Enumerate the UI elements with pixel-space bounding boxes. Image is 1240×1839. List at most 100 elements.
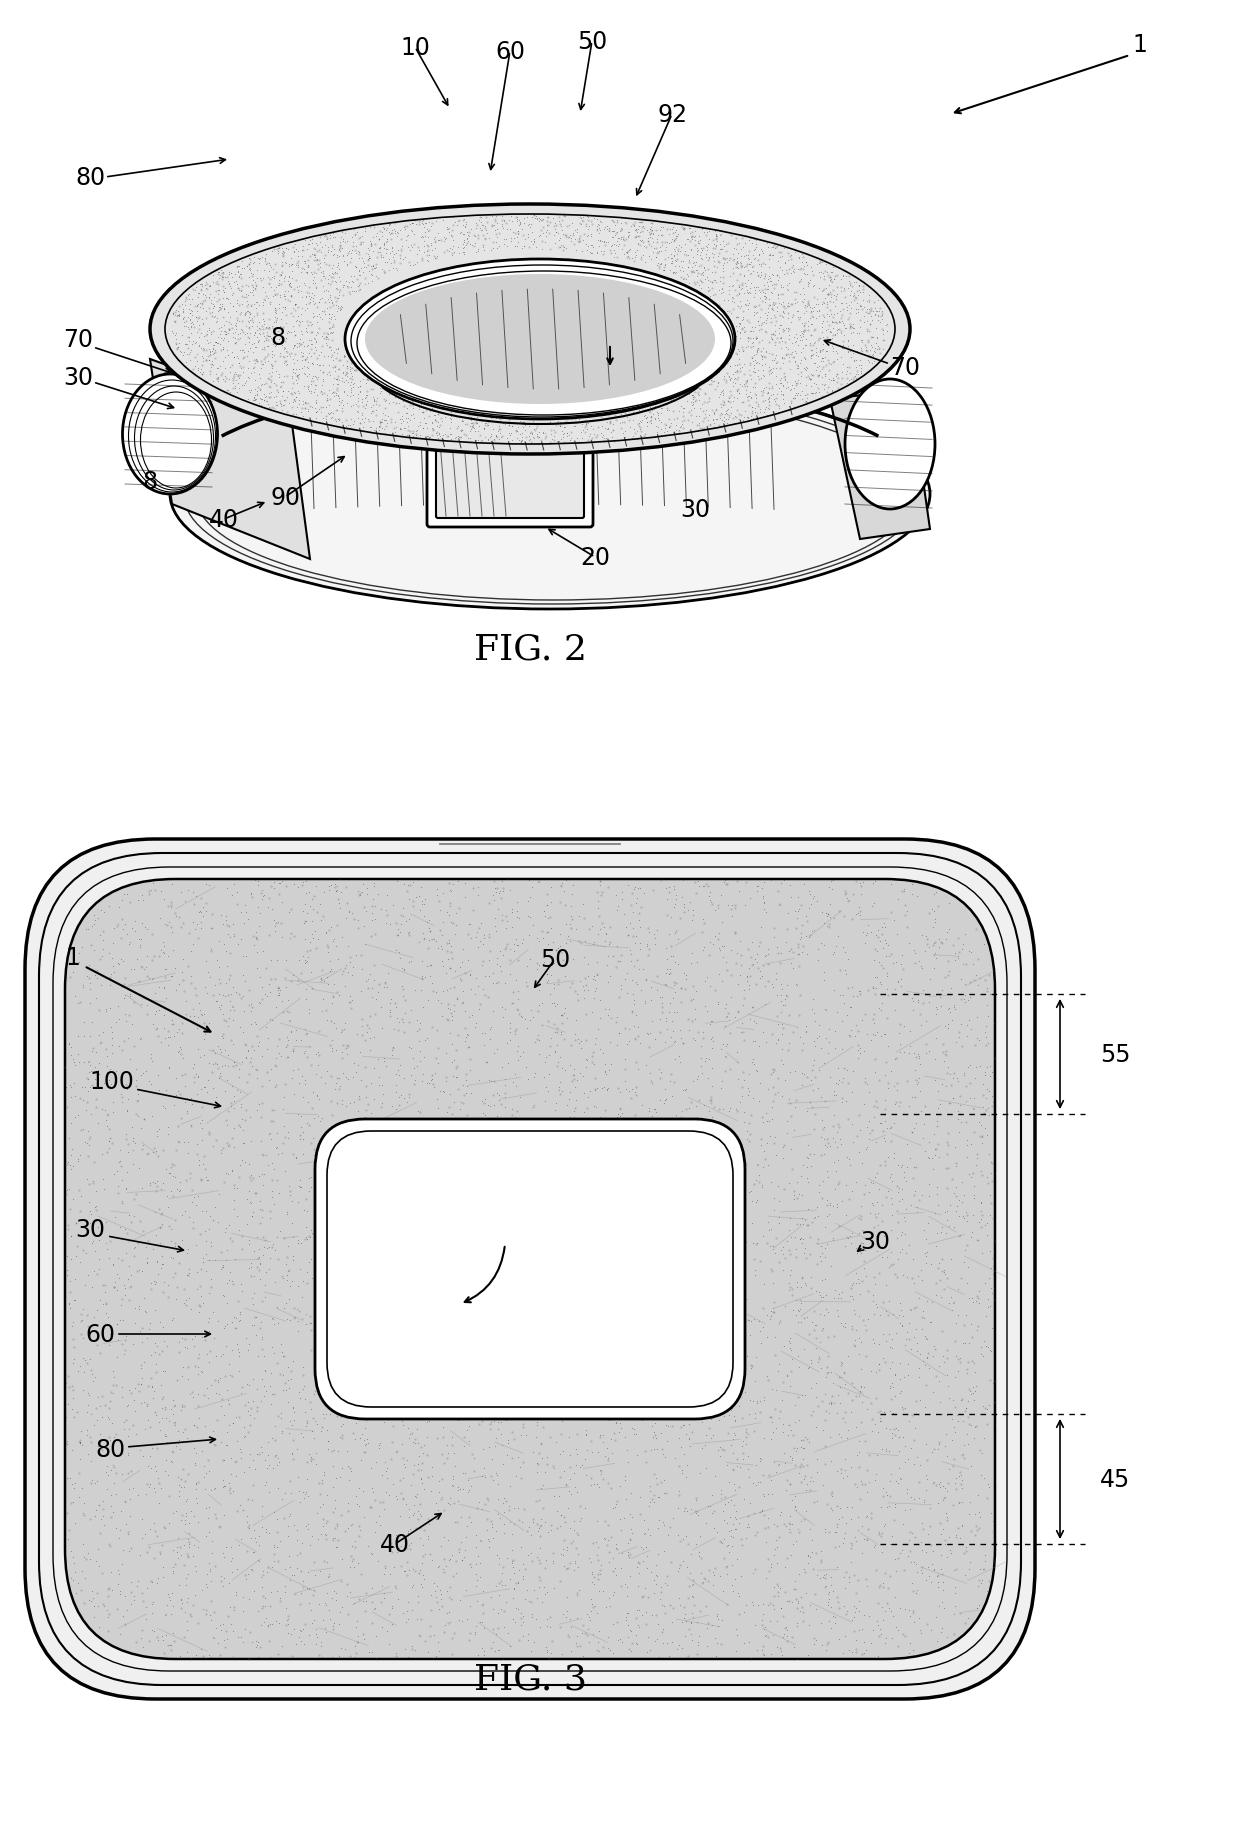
Point [232, 1105, 252, 1135]
Point [681, 395, 701, 425]
Point [580, 399, 600, 428]
Point [286, 291, 306, 320]
Point [98, 1138, 118, 1168]
Point [738, 1420, 758, 1449]
Point [288, 377, 308, 406]
Point [981, 1201, 1001, 1230]
Point [278, 1118, 298, 1148]
Point [248, 373, 268, 403]
Point [275, 1554, 295, 1583]
Point [807, 1024, 827, 1054]
Point [252, 1308, 272, 1337]
Point [776, 980, 796, 1010]
Point [396, 1556, 415, 1585]
Point [495, 995, 515, 1024]
Point [308, 1525, 327, 1554]
Point [241, 879, 260, 908]
Point [706, 1624, 725, 1653]
Point [206, 1365, 226, 1394]
Point [404, 1070, 424, 1100]
Point [816, 899, 836, 929]
Point [198, 1065, 218, 1094]
Point [703, 1571, 723, 1600]
Point [264, 394, 284, 423]
Point [970, 1206, 990, 1236]
Point [215, 294, 234, 324]
Point [265, 1135, 285, 1164]
Point [63, 1046, 83, 1076]
Point [739, 1127, 759, 1157]
Point [808, 1171, 828, 1201]
Point [236, 300, 255, 329]
Point [99, 1319, 119, 1348]
Point [195, 1326, 215, 1355]
Point [446, 986, 466, 1015]
Point [812, 344, 832, 373]
Point [402, 1596, 422, 1626]
Point [785, 1574, 805, 1604]
Point [719, 403, 739, 432]
Point [646, 243, 666, 272]
Point [283, 1392, 303, 1422]
Point [252, 1324, 272, 1354]
Point [523, 200, 543, 230]
Point [781, 375, 801, 405]
Point [789, 897, 808, 927]
Point [120, 1045, 140, 1074]
Point [161, 1177, 181, 1206]
Point [160, 1022, 180, 1052]
Point [868, 335, 888, 364]
Point [398, 1587, 418, 1616]
Point [857, 1021, 877, 1050]
Point [854, 309, 874, 338]
Point [653, 417, 673, 447]
Point [98, 1602, 118, 1631]
Point [176, 348, 196, 377]
Point [200, 357, 219, 386]
Point [418, 217, 438, 246]
Point [660, 1591, 680, 1620]
Point [311, 1124, 331, 1153]
Point [422, 1594, 441, 1624]
Point [341, 373, 361, 403]
Point [202, 1526, 222, 1556]
Point [651, 386, 671, 416]
Point [217, 364, 237, 394]
Point [124, 1127, 144, 1157]
Point [236, 1565, 255, 1594]
Point [361, 226, 381, 256]
Point [409, 1015, 429, 1045]
Point [213, 335, 233, 364]
Point [627, 390, 647, 419]
Point [56, 1429, 76, 1458]
Point [895, 901, 915, 931]
Point [952, 1466, 972, 1495]
Point [216, 1311, 236, 1341]
Point [126, 1179, 146, 1208]
Point [140, 1045, 160, 1074]
Point [815, 1212, 835, 1241]
Point [728, 230, 748, 259]
Point [420, 213, 440, 243]
Point [790, 370, 810, 399]
Point [842, 973, 862, 1002]
Point [180, 1319, 200, 1348]
Point [853, 1228, 873, 1258]
Point [739, 1179, 759, 1208]
Point [630, 416, 650, 445]
Point [557, 1596, 577, 1626]
Point [277, 320, 296, 349]
Point [577, 401, 596, 430]
Point [169, 302, 188, 331]
Point [709, 294, 729, 324]
Point [869, 298, 889, 327]
Point [100, 1558, 120, 1587]
Point [983, 1517, 1003, 1547]
Point [957, 1230, 977, 1260]
Point [702, 368, 722, 397]
Point [971, 1339, 991, 1368]
Point [901, 1482, 921, 1512]
Point [159, 1631, 179, 1661]
Point [763, 261, 782, 291]
Point [707, 224, 727, 254]
